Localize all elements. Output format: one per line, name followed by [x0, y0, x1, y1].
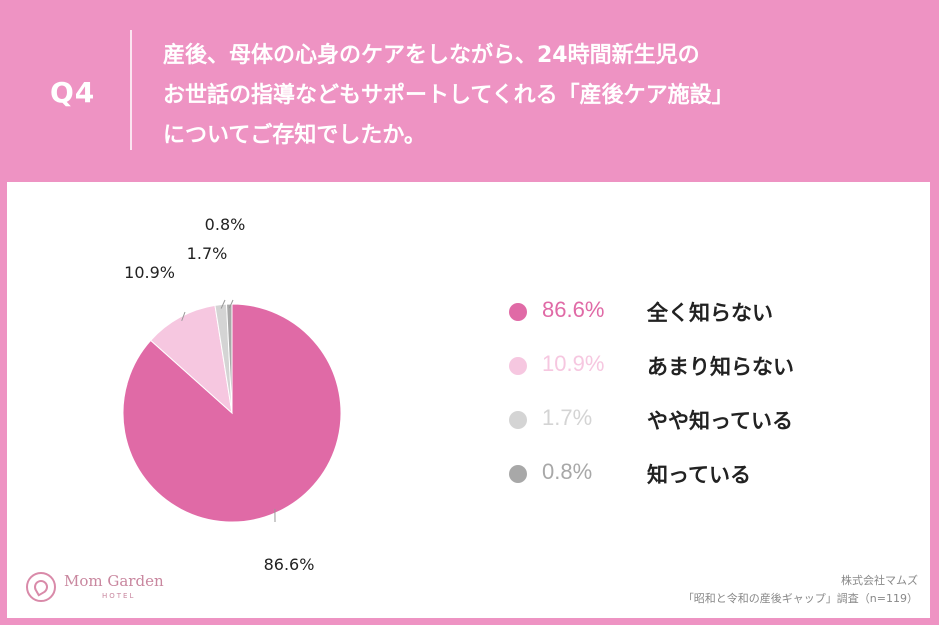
- legend-item: 10.9% あまり知らない: [509, 348, 909, 402]
- slice-value-label: 86.6%: [264, 555, 315, 574]
- question-line: 産後、母体の心身のケアをしながら、24時間新生児の: [163, 43, 700, 68]
- legend-label: 知っている: [647, 463, 751, 487]
- brand-logo: Mom Garden HOTEL: [22, 568, 182, 614]
- legend-swatch: [509, 357, 527, 375]
- header-divider: [130, 30, 132, 150]
- source-credit: 株式会社マムズ 「昭和と令和の産後ギャップ」調査（n=119）: [683, 572, 918, 608]
- legend-percent: 10.9%: [542, 351, 605, 376]
- pie-slice: [225, 303, 233, 414]
- legend-percent: 86.6%: [542, 297, 605, 322]
- logo-subtitle: HOTEL: [102, 592, 136, 600]
- legend-item: 1.7% やや知っている: [509, 402, 909, 456]
- slice-value-label: 0.8%: [205, 215, 246, 234]
- leader-line: [220, 299, 226, 309]
- question-header: Q4 産後、母体の心身のケアをしながら、24時間新生児の お世話の指導などもサポ…: [0, 0, 939, 182]
- logo-name: Mom Garden: [64, 572, 164, 590]
- question-text: 産後、母体の心身のケアをしながら、24時間新生児の お世話の指導などもサポートし…: [163, 36, 903, 156]
- question-line: についてご存知でしたか。: [163, 123, 426, 148]
- legend-swatch: [509, 465, 527, 483]
- chart-panel: 86.6% 10.9% 1.7% 0.8% 86.6% 全く知らない 10.9% あま…: [7, 182, 930, 618]
- chart-legend: 86.6% 全く知らない 10.9% あまり知らない 1.7% やや知っている …: [509, 294, 909, 510]
- pie-slice: [149, 304, 233, 415]
- slice-value-label: 1.7%: [187, 244, 228, 263]
- question-line: お世話の指導などもサポートしてくれる「産後ケア施設」: [163, 83, 734, 108]
- credit-company: 株式会社マムズ: [841, 574, 918, 587]
- legend-swatch: [509, 411, 527, 429]
- credit-survey: 「昭和と令和の産後ギャップ」調査（n=119）: [682, 592, 918, 605]
- leader-line: [228, 299, 234, 309]
- question-number: Q4: [50, 76, 96, 109]
- legend-percent: 1.7%: [542, 405, 593, 430]
- legend-swatch: [509, 303, 527, 321]
- pie-chart: 86.6% 10.9% 1.7% 0.8%: [122, 215, 342, 574]
- legend-item: 0.8% 知っている: [509, 456, 909, 510]
- legend-label: やや知っている: [647, 409, 793, 433]
- legend-item: 86.6% 全く知らない: [509, 294, 909, 348]
- logo-mark-icon: [26, 572, 56, 602]
- legend-label: あまり知らない: [647, 355, 794, 379]
- slice-value-label: 10.9%: [124, 263, 175, 282]
- leader-line: [181, 311, 186, 322]
- legend-percent: 0.8%: [542, 459, 593, 484]
- legend-label: 全く知らない: [647, 301, 773, 325]
